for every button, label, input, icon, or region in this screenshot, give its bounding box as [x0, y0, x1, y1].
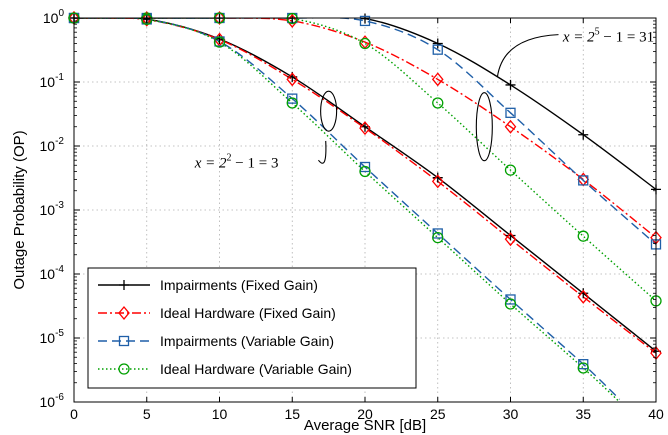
annotation-ellipse: [320, 90, 338, 132]
x-tick-label: 25: [430, 406, 446, 422]
legend-marker: [118, 335, 130, 347]
legend-marker: [118, 305, 130, 321]
x-tick-label: 40: [648, 406, 664, 422]
data-point: [359, 15, 371, 27]
annotation-label-x3: x = 22 − 1 = 3: [194, 153, 279, 172]
x-tick-label: 30: [503, 406, 519, 422]
y-tick-label: 10-4: [40, 264, 65, 282]
data-point: [287, 93, 298, 104]
series-line: [74, 18, 656, 302]
x-tick-label: 35: [575, 406, 591, 422]
legend-box: [87, 267, 417, 389]
data-point: [432, 228, 443, 239]
data-point: [286, 13, 299, 28]
y-tick-label: 10-1: [40, 72, 65, 90]
data-point: [141, 13, 153, 26]
legend-label: Impairments (Variable Gain): [160, 333, 334, 349]
y-tick-label: 100: [43, 8, 65, 26]
data-point: [505, 107, 516, 118]
y-tick-label: 10-5: [40, 328, 65, 346]
data-point: [577, 230, 589, 242]
annotation-pointer: [318, 140, 327, 164]
legend-label: Ideal Hardware (Variable Gain): [160, 361, 352, 377]
data-point: [286, 72, 299, 87]
data-point: [359, 165, 371, 178]
data-point: [504, 232, 517, 247]
data-point: [504, 298, 517, 310]
data-point: [432, 38, 443, 49]
y-tick-label: 10-6: [40, 392, 65, 410]
data-point: [432, 231, 444, 244]
series-line: [74, 18, 656, 239]
x-tick-label: 20: [357, 406, 373, 422]
data-point: [359, 121, 371, 136]
x-tick-label: 0: [70, 406, 78, 422]
data-point: [432, 44, 443, 55]
data-point: [359, 37, 371, 50]
data-point: [213, 10, 226, 26]
legend-label: Ideal Hardware (Fixed Gain): [160, 305, 336, 321]
x-tick-label: 5: [143, 406, 151, 422]
x-axis-label: Average SNR [dB]: [304, 417, 426, 434]
data-point: [432, 97, 444, 109]
data-point: [432, 172, 443, 183]
data-point: [577, 289, 590, 304]
data-point: [578, 175, 589, 186]
data-point: [431, 72, 444, 87]
data-point: [286, 12, 298, 25]
data-point: [578, 359, 589, 370]
data-point: [505, 79, 516, 90]
legend: Impairments (Fixed Gain) Ideal Hardware (…: [87, 267, 417, 389]
y-axis-label: Outage Probability (OP): [11, 130, 28, 289]
x-tick-label: 15: [284, 406, 300, 422]
x-tick-label: 10: [212, 406, 228, 422]
data-point: [286, 97, 298, 109]
data-point: [504, 119, 517, 134]
legend-marker: [119, 280, 129, 290]
y-tick-label: 10-3: [40, 200, 65, 218]
legend-marker: [118, 363, 130, 375]
y-tick-label: 10-2: [40, 136, 65, 154]
data-point: [504, 164, 517, 176]
data-point: [213, 36, 226, 48]
annotation-pointer: [496, 34, 559, 78]
data-point: [505, 230, 516, 241]
axis-ticks: 0 5 10 15 20 25 30 35 40 10-6 10-5 10-4 10-3 10-2 10-1…: [40, 8, 664, 422]
legend-label: Impairments (Fixed Gain): [160, 277, 318, 293]
data-point: [359, 161, 371, 173]
data-point: [505, 294, 516, 305]
annotations: x = 25 − 1 = 31 x = 22 − 1 = 3: [194, 26, 654, 171]
annotation-label-x31: x = 25 − 1 = 31: [562, 26, 654, 45]
data-point: [578, 129, 589, 140]
annotation-ellipse: [475, 92, 493, 162]
data-point: [577, 362, 589, 374]
data-point: [431, 174, 444, 189]
